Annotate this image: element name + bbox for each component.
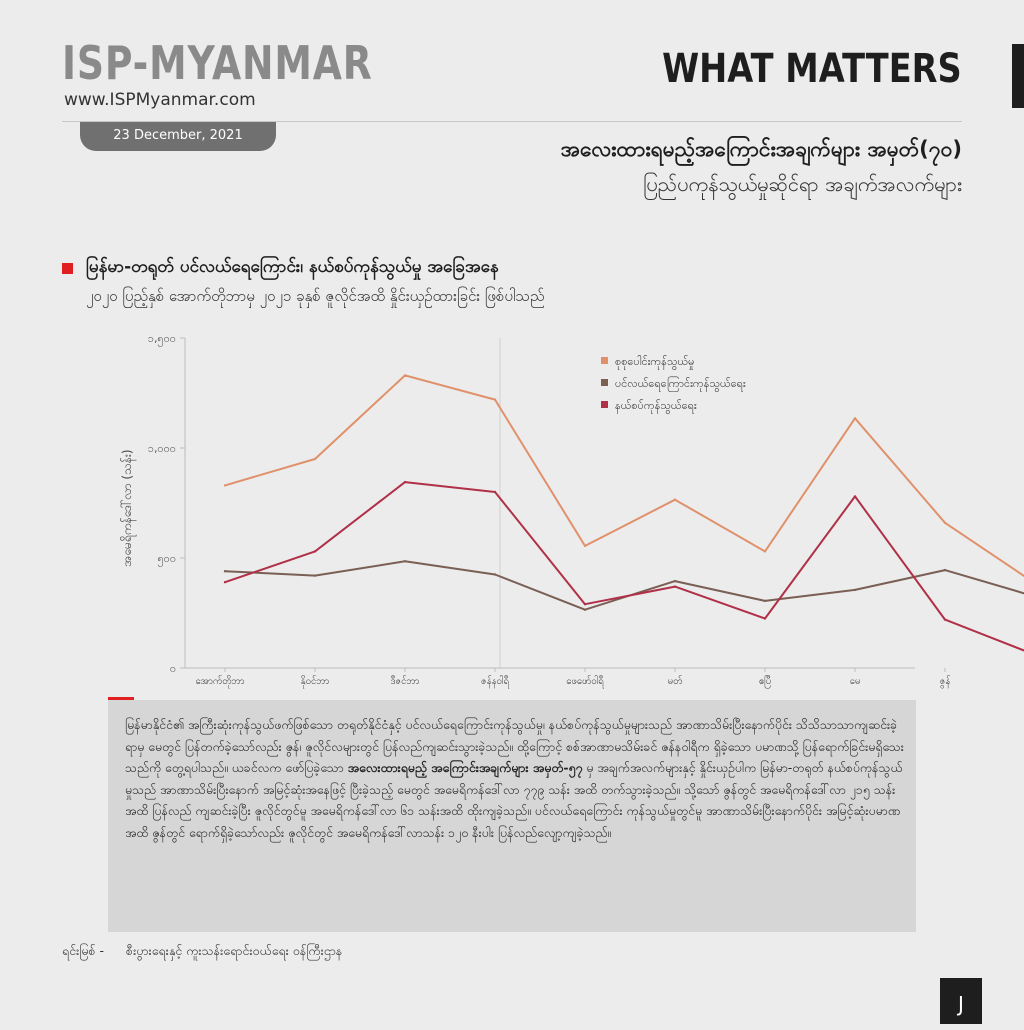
data-point-total [763,550,767,553]
x-tick-label: ဧပြီ [759,676,771,688]
data-point-maritime [493,573,497,576]
x-tick-label: ဇန်နဝါရီ [481,676,509,688]
data-point-total [943,521,947,524]
y-tick-labels: ၀ ၅၀၀ ၁,၀၀၀ ၁,၅၀၀ [148,332,176,675]
series-line-maritime [224,560,1024,611]
x-tick-label: ဇွန် [940,676,951,688]
legend-label-total: စုစုပေါင်းကုန်သွယ်မှု [615,355,694,370]
x-tick-label: မေ [850,676,861,687]
data-point-border [853,495,857,498]
source-note: ရင်းမြစ် - စီးပွားရေးနှင့် ကူးသန်းရောင်းဝ… [62,943,342,962]
source-label: ရင်းမြစ် - [62,943,105,958]
section-subtitle: ၂၀၂၀ ပြည့်နှစ် အောက်တိုဘာမှ ၂၀၂၁ ခုနှစ် … [86,287,545,305]
data-point-border [493,490,497,494]
series-label: WHAT MATTERS [662,46,962,92]
legend-swatch-total [601,357,608,364]
legend-swatch-border [601,401,608,408]
data-point-maritime [313,574,317,577]
data-point-maritime [403,560,407,563]
chart-axes [180,337,946,672]
y-tick-label: ၁,၅၀၀ [148,332,176,347]
data-point-maritime [853,588,857,592]
section-bullet-icon [62,263,73,274]
y-axis-label: အမေရိကန်ဒေါ်လာ (သန်း) [119,449,137,566]
legend-label-border: နယ်စပ်ကုန်သွယ်ရေး [615,399,697,414]
data-point-border [763,617,767,620]
text-box-accent [108,697,134,701]
data-point-maritime [223,570,227,573]
y-tick-label: ၁,၀၀၀ [148,442,176,455]
data-point-border [583,603,587,606]
corner-tab [1012,44,1024,108]
header-rule [62,121,962,122]
brand-logo-text: ISP-MYANMAR [62,36,373,90]
trade-line-chart: ၀ ၅၀၀ ၁,၀၀၀ ၁,၅၀၀ အောက်တိုဘာ နိုဝင်ဘာ ဒီဇင်ဘာ… [119,332,1024,688]
x-tick-label: အောက်တိုဘာ [195,676,244,688]
x-tick-label: ဒီဇင်ဘာ [391,676,420,687]
data-point-maritime [943,568,947,572]
website-url: www.ISPMyanmar.com [64,90,256,110]
data-point-maritime [673,579,677,583]
summary-bold-ref: အလေးထားရမည့် အကြောင်းအချက်များ အမှတ်-၅၇ [347,760,583,775]
section-title: မြန်မာ-တရုတ် ပင်လယ်ရေကြောင်း၊ နယ်စပ်ကုန်… [86,257,499,277]
source-text: စီးပွားရေးနှင့် ကူးသန်းရောင်းဝယ်ရေး ဝန်က… [126,943,343,958]
x-tick-labels: အောက်တိုဘာ နိုဝင်ဘာ ဒီဇင်ဘာ ဇန်နဝါရီ ဖေဖော်ဝ… [195,676,951,688]
data-point-total [223,484,227,487]
publish-date-tab: 23 December, 2021 [80,122,276,151]
data-point-maritime [583,608,587,611]
data-point-border [403,480,407,484]
issue-subtitle: ပြည်ပကုန်သွယ်မှုဆိုင်ရာ အချက်အလက်များ [642,172,962,196]
page-marker: J [940,978,982,1024]
legend-label-maritime: ပင်လယ်ရေကြောင်းကုန်သွယ်ရေး [615,376,746,392]
data-point-border [223,581,227,584]
summary-part-2: မှ အချက်အလက်များနှင့် နှိုင်းယှဉ်ပါက မြန… [125,760,903,840]
data-point-border [673,585,677,588]
data-point-maritime [763,599,767,603]
data-point-total [493,398,497,401]
data-point-total [403,374,407,377]
x-tick-label: မတ် [668,676,683,687]
series-line-total [224,374,1024,578]
y-tick-label: ၅၀၀ [157,552,176,567]
x-tick-label: ဖေဖော်ဝါရီ [566,676,604,688]
series-line-border [224,481,1024,652]
data-point-total [313,457,317,461]
y-tick-label: ၀ [170,662,176,675]
x-tick-label: နိုဝင်ဘာ [301,676,330,688]
data-point-total [853,417,857,420]
data-point-border [943,618,947,621]
series-lines [223,374,1024,652]
issue-title: အလေးထားရမည့်အကြောင်းအချက်များ အမှတ်(၇၀) [560,137,962,161]
data-point-border [313,550,317,553]
data-point-total [583,544,587,548]
data-point-total [673,498,677,501]
summary-box [108,700,916,932]
summary-part-1: မြန်မာနိုင်ငံ၏ အကြီးဆုံးကုန်သွယ်ဖက်ဖြစ်သ… [125,717,904,775]
chart-legend: စုစုပေါင်းကုန်သွယ်မှုပင်လယ်ရေကြောင်းကုန်… [601,355,746,414]
legend-swatch-maritime [601,379,608,386]
summary-text: မြန်မာနိုင်ငံ၏ အကြီးဆုံးကုန်သွယ်ဖက်ဖြစ်သ… [125,714,905,843]
